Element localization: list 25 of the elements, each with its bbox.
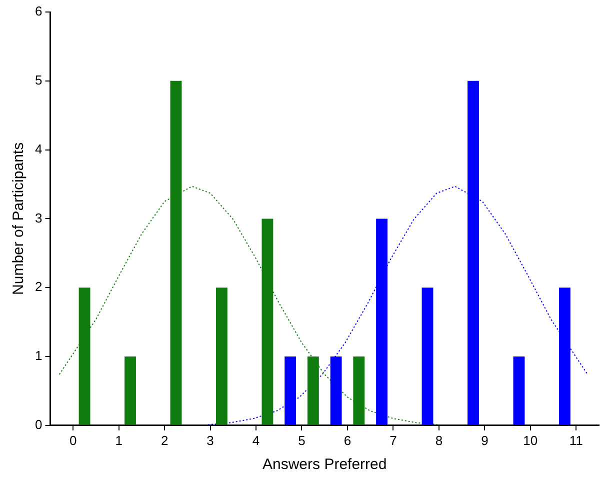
x-tick-label: 3 (206, 432, 214, 448)
y-tick-label: 6 (34, 4, 42, 19)
x-tick-label: 2 (160, 432, 168, 448)
x-axis-title: Answers Preferred (262, 456, 387, 474)
x-tick-label: 10 (523, 432, 538, 448)
x-tick-label: 7 (390, 432, 397, 448)
x-tick-label: 1 (115, 432, 122, 448)
x-tick-label: 8 (435, 432, 443, 448)
y-tick-label: 0 (34, 416, 42, 432)
y-tick-label: 4 (34, 141, 42, 156)
y-tick-label: 1 (34, 348, 42, 364)
bar (422, 288, 434, 425)
x-tick-label: 0 (69, 432, 77, 448)
x-tick-label: 5 (298, 432, 306, 448)
x-tick-label: 4 (252, 432, 260, 448)
bar (513, 356, 525, 425)
y-tick-label: 5 (34, 72, 42, 88)
y-tick-label: 2 (34, 279, 42, 294)
bar (216, 288, 228, 425)
x-tick-label: 11 (569, 432, 583, 448)
x-tick-label: 6 (344, 432, 352, 448)
bar (124, 356, 136, 425)
y-axis-title: Number of Participants (10, 142, 28, 295)
x-tick-label: 9 (481, 432, 488, 448)
y-tick-label: 3 (34, 210, 42, 226)
